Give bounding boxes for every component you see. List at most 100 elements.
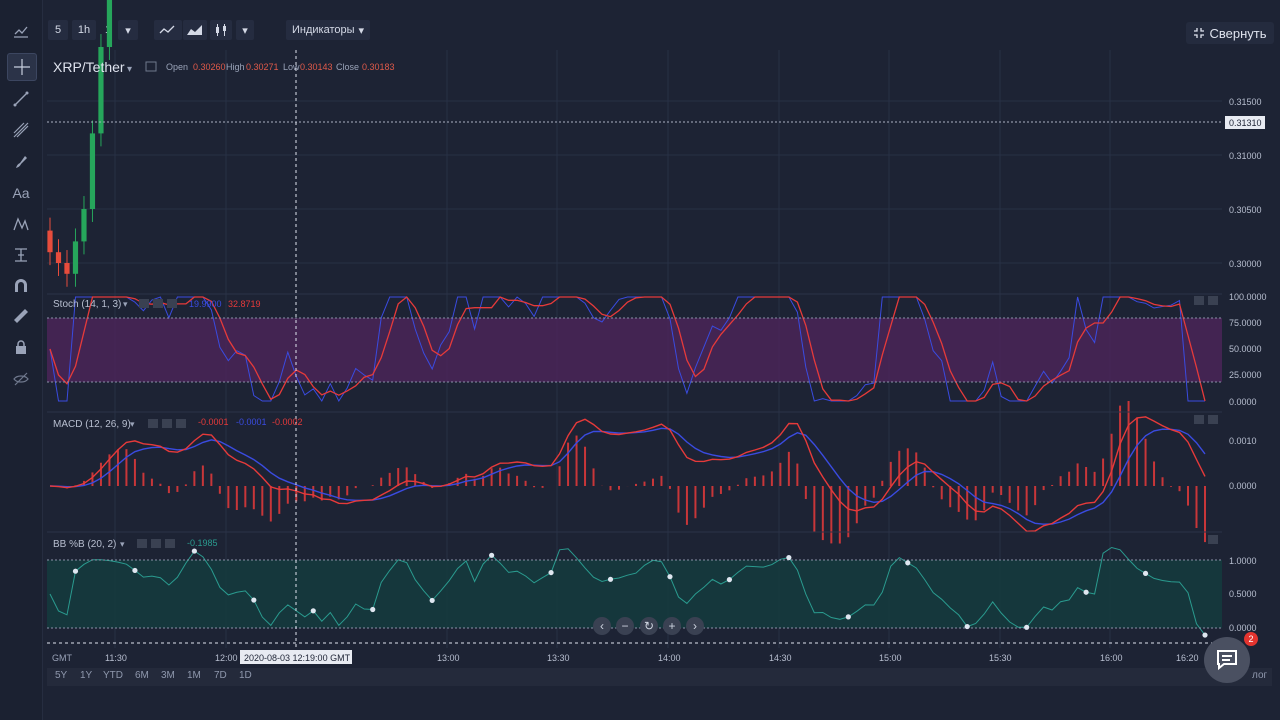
chevron-left-icon: ‹ xyxy=(600,619,604,633)
bb-marker xyxy=(905,560,911,566)
bb-marker xyxy=(667,574,673,580)
chevron-down-icon: ▾ xyxy=(242,24,248,37)
low-label: Low xyxy=(283,62,300,72)
stoch-d-line xyxy=(49,296,1206,402)
stoch-k-line xyxy=(49,296,1205,403)
candles-button[interactable] xyxy=(210,20,232,40)
bb-marker xyxy=(489,552,495,558)
bb-line xyxy=(47,546,1222,638)
pane-up-icon[interactable] xyxy=(1194,296,1204,305)
range-ytd[interactable]: YTD xyxy=(103,670,123,681)
chevron-down-icon[interactable]: ▾ xyxy=(130,419,135,429)
stoch-tick: 50.0000 xyxy=(1229,344,1262,354)
range-1m[interactable]: 1M xyxy=(187,670,201,681)
chart-type-icon[interactable] xyxy=(7,18,35,44)
pattern-icon[interactable] xyxy=(7,211,35,237)
close-icon[interactable] xyxy=(165,539,175,548)
macd-lines xyxy=(49,401,1206,544)
lock-icon[interactable] xyxy=(7,334,35,360)
scroll-left-button[interactable]: ‹ xyxy=(593,617,611,635)
candle xyxy=(47,230,53,253)
count-dropdown-button[interactable]: ▾ xyxy=(118,20,138,40)
pane-down-icon[interactable] xyxy=(1208,296,1218,305)
candle xyxy=(64,263,70,274)
gear-icon[interactable] xyxy=(162,419,172,428)
chevron-down-icon[interactable]: ▾ xyxy=(127,64,132,75)
stoch-k-value: 19.9900 xyxy=(189,299,222,309)
price-tick: 0.30500 xyxy=(1229,205,1262,215)
ruler-icon[interactable] xyxy=(7,303,35,329)
range-3m[interactable]: 3M xyxy=(161,670,175,681)
high-value: 0.30271 xyxy=(246,62,279,72)
chevron-down-icon[interactable]: ▾ xyxy=(123,299,128,309)
range-1y[interactable]: 1Y xyxy=(80,670,93,681)
magnet-icon[interactable] xyxy=(7,272,35,298)
symbol-settings-icon[interactable] xyxy=(145,61,157,72)
candle xyxy=(81,209,87,242)
candle xyxy=(89,133,96,209)
macd-label[interactable]: MACD (12, 26, 9) xyxy=(53,419,131,430)
zoom-in-button[interactable]: + xyxy=(663,617,681,635)
eye-icon[interactable] xyxy=(139,299,149,308)
range-6m[interactable]: 6M xyxy=(135,670,149,681)
chart-style-dropdown[interactable]: ▾ xyxy=(236,20,254,40)
bb-marker xyxy=(132,567,138,574)
interval-unit-button[interactable]: 1h xyxy=(72,20,96,40)
eye-icon[interactable] xyxy=(148,419,158,428)
range-1d[interactable]: 1D xyxy=(239,670,252,681)
gear-icon[interactable] xyxy=(153,299,163,308)
last-price-badge xyxy=(1225,116,1265,129)
stoch-tick: 100.0000 xyxy=(1229,292,1267,302)
zoom-out-button[interactable]: − xyxy=(616,617,634,635)
interval-value-button[interactable]: 5 xyxy=(48,20,68,40)
indicators-label: Индикаторы xyxy=(291,24,355,36)
brush-icon[interactable] xyxy=(7,149,35,175)
close-label: Close xyxy=(336,62,359,72)
macd-value: -0.0001 xyxy=(198,417,229,427)
bb-marker xyxy=(607,576,614,582)
bb-marker xyxy=(1142,570,1149,577)
line-chart-button[interactable] xyxy=(154,20,182,40)
pane-up-icon[interactable] xyxy=(1194,415,1204,424)
stoch-label[interactable]: Stoch (14, 1, 3) xyxy=(53,299,121,310)
last-price-value: 0.31310 xyxy=(1229,118,1262,128)
collapse-label: Свернуть xyxy=(1209,25,1267,41)
range-7d[interactable]: 7D xyxy=(214,670,227,681)
text-tool-icon[interactable]: Aa xyxy=(12,185,30,201)
bb-label[interactable]: BB %B (20, 2) xyxy=(53,539,116,550)
chat-badge: 2 xyxy=(1244,632,1258,646)
area-chart-button[interactable] xyxy=(183,20,207,40)
collapse-icon xyxy=(1194,28,1205,38)
stoch-tick: 0.0000 xyxy=(1229,397,1257,407)
eye-icon[interactable] xyxy=(137,539,147,548)
chevron-down-icon[interactable]: ▾ xyxy=(120,539,125,549)
hide-drawings-icon[interactable] xyxy=(7,366,35,392)
pane-up-icon[interactable] xyxy=(1208,535,1218,544)
crosshair-icon[interactable] xyxy=(7,53,37,81)
trend-line-icon[interactable] xyxy=(7,86,35,112)
chat-button[interactable] xyxy=(1204,637,1250,683)
fib-tool-icon[interactable] xyxy=(7,117,35,143)
reset-zoom-button[interactable]: ↻ xyxy=(640,617,658,635)
chevron-down-icon: ▾ xyxy=(358,24,365,37)
timezone-label: GMT xyxy=(52,653,72,663)
close-icon[interactable] xyxy=(176,419,186,428)
symbol-name[interactable]: XRP/Tether xyxy=(53,59,125,75)
pane-down-icon[interactable] xyxy=(1208,415,1218,424)
log-toggle[interactable]: лог xyxy=(1252,670,1268,681)
scroll-right-button[interactable]: › xyxy=(686,617,704,635)
range-5y[interactable]: 5Y xyxy=(55,670,68,681)
close-icon[interactable] xyxy=(167,299,177,308)
time-tick: 15:30 xyxy=(989,653,1012,663)
collapse-button[interactable]: Свернуть xyxy=(1186,22,1274,44)
bb-marker xyxy=(845,614,851,620)
macd-signal-value: -0.0001 xyxy=(236,417,267,427)
stoch-tick: 75.0000 xyxy=(1229,318,1262,328)
line-chart-icon xyxy=(159,25,175,34)
indicators-button[interactable]: Индикаторы ▾ xyxy=(286,20,370,40)
measure-icon[interactable] xyxy=(7,242,35,268)
gear-icon[interactable] xyxy=(151,539,161,548)
candle xyxy=(55,252,62,263)
chevron-right-icon: › xyxy=(693,619,697,633)
